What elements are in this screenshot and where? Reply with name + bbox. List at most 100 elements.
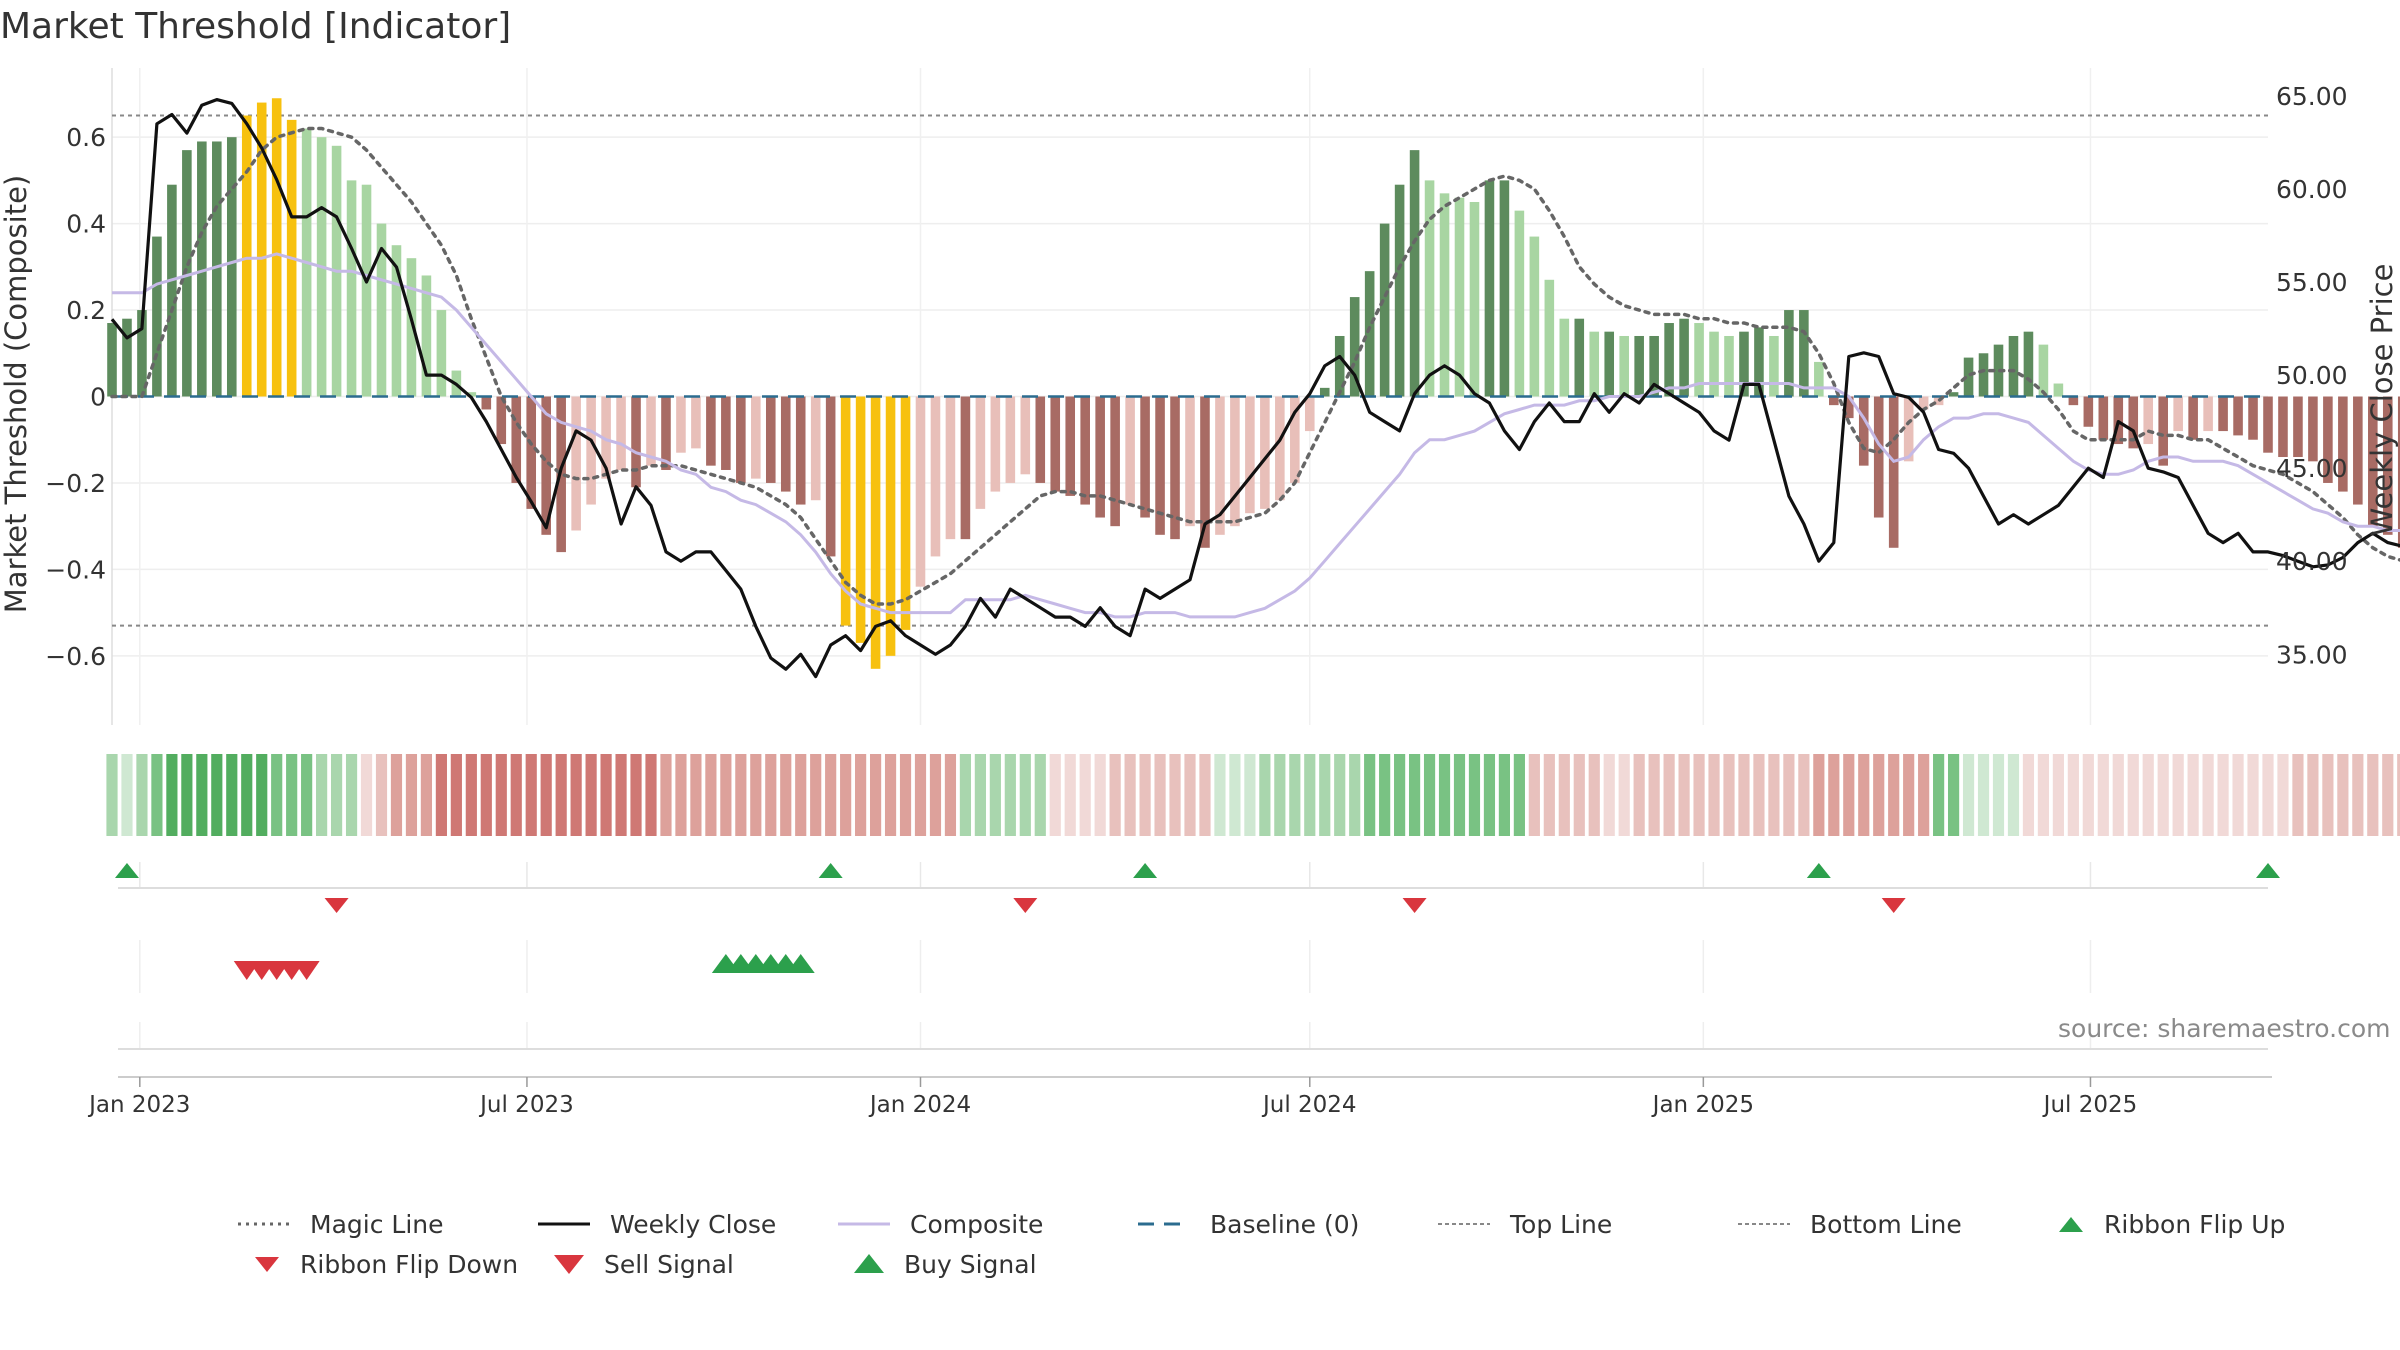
ribbon-segment [989,754,1001,836]
dotted-line-icon [238,1222,290,1226]
ribbon-segment [465,754,477,836]
composite-bar [1963,357,1974,397]
ribbon-segment [1169,754,1181,836]
composite-bar [1409,150,1420,397]
legend-label: Ribbon Flip Up [2104,1209,2286,1239]
composite-bar [226,137,237,397]
composite-bar [496,396,507,445]
ribbon-segment [390,754,403,836]
ribbon-segment [301,754,313,836]
ribbon-segment [690,754,702,836]
composite-bar [256,102,267,397]
composite-bar [1304,396,1315,432]
composite-bar [676,396,686,453]
composite-bar [616,396,626,470]
ribbon-flip-down-marker [1881,898,1906,913]
ribbon-segment [705,754,717,836]
composite-bar [1918,396,1929,410]
composite-bar [571,396,581,531]
ribbon-segment [2097,754,2109,836]
composite-bar [107,323,117,397]
ribbon-segment [405,754,418,836]
composite-bar [1754,327,1764,397]
composite-bar [1260,396,1270,509]
y2-tick-label: 65.00 [2276,82,2348,111]
composite-bar [1110,396,1120,527]
ribbon-segment [450,754,462,836]
source-note: source: sharemaestro.com [2058,1014,2391,1043]
triangle-down-icon [255,1257,279,1272]
solid-line-icon [838,1222,890,1226]
ribbon-segment [1858,754,1870,836]
legend-item-buy-signal: Buy Signal [852,1246,1037,1282]
composite-bar [1948,392,1959,397]
composite-bar [122,318,132,397]
legend-item-magic-line: Magic Line [236,1206,444,1242]
composite-bar [2248,396,2258,440]
ribbon-segment [735,754,747,836]
ribbon-segment [1274,754,1286,836]
ribbon-segment [1468,754,1481,836]
ribbon-segment [1873,754,1885,836]
composite-bar [212,141,222,397]
ribbon-segment [211,754,223,836]
composite-bar [1784,310,1794,397]
composite-bar [1020,396,1031,475]
ribbon-segment [1289,754,1301,836]
ribbon-segment [2142,754,2154,836]
ribbon-segment [2007,754,2020,836]
composite-bar [2278,396,2288,458]
composite-bar [915,396,926,587]
composite-bar [840,396,851,626]
composite-bar [1829,396,1839,406]
legend-label: Bottom Line [1810,1209,1962,1239]
composite-bar [1769,335,1779,397]
ribbon-segment [2232,754,2244,836]
ribbon-segment [1618,754,1630,836]
composite-bar [2098,396,2109,440]
magic-line [110,126,2400,606]
ribbon-segment [1199,754,1211,836]
composite-bar [197,141,207,397]
ribbon-segment [1364,754,1376,836]
ribbon-segment [2112,754,2124,836]
composite-bar [2053,383,2064,397]
composite-bar [1873,396,1884,518]
ribbon-segment [2397,754,2400,836]
triangle-up-icon [2059,1217,2083,1232]
composite-bar [2353,396,2363,505]
composite-bar [1170,396,1180,540]
ribbon-segment [645,754,657,836]
composite-bar [1469,201,1480,397]
ribbon-segment [1603,754,1615,836]
composite-bar [780,396,791,492]
composite-bar [1080,396,1090,505]
x-tick-label: Jul 2024 [1261,1092,1357,1118]
composite-bar [541,396,551,535]
dotted-line-icon [1738,1223,1790,1225]
signal-panel [118,954,2268,1050]
ribbon-segment [1094,754,1106,836]
ribbon-flip-panel [114,863,2280,913]
composite-bar [1035,396,1046,483]
ribbon-segment [615,754,627,836]
composite-bar [810,396,821,501]
composite-bar [795,396,806,505]
composite-bar [1529,236,1540,397]
ribbon-segment [1962,754,1975,836]
composite-bar [421,275,432,397]
chart-title: Market Threshold [Indicator] [0,6,512,47]
ribbon-segment [2352,754,2364,836]
composite-bar [1499,180,1510,397]
ribbon-segment [1124,754,1136,836]
composite-bar [1319,387,1330,397]
y-tick-label: 0.4 [66,210,106,239]
composite-bar [885,396,896,656]
ribbon-segment [899,754,912,836]
composite-bar [1185,396,1195,527]
x-tick-label: Jan 2025 [1651,1092,1754,1118]
ribbon-segment [1768,754,1780,836]
ribbon-segment [1888,754,1900,836]
composite-bar [1230,396,1240,527]
composite-bar [1439,193,1450,397]
